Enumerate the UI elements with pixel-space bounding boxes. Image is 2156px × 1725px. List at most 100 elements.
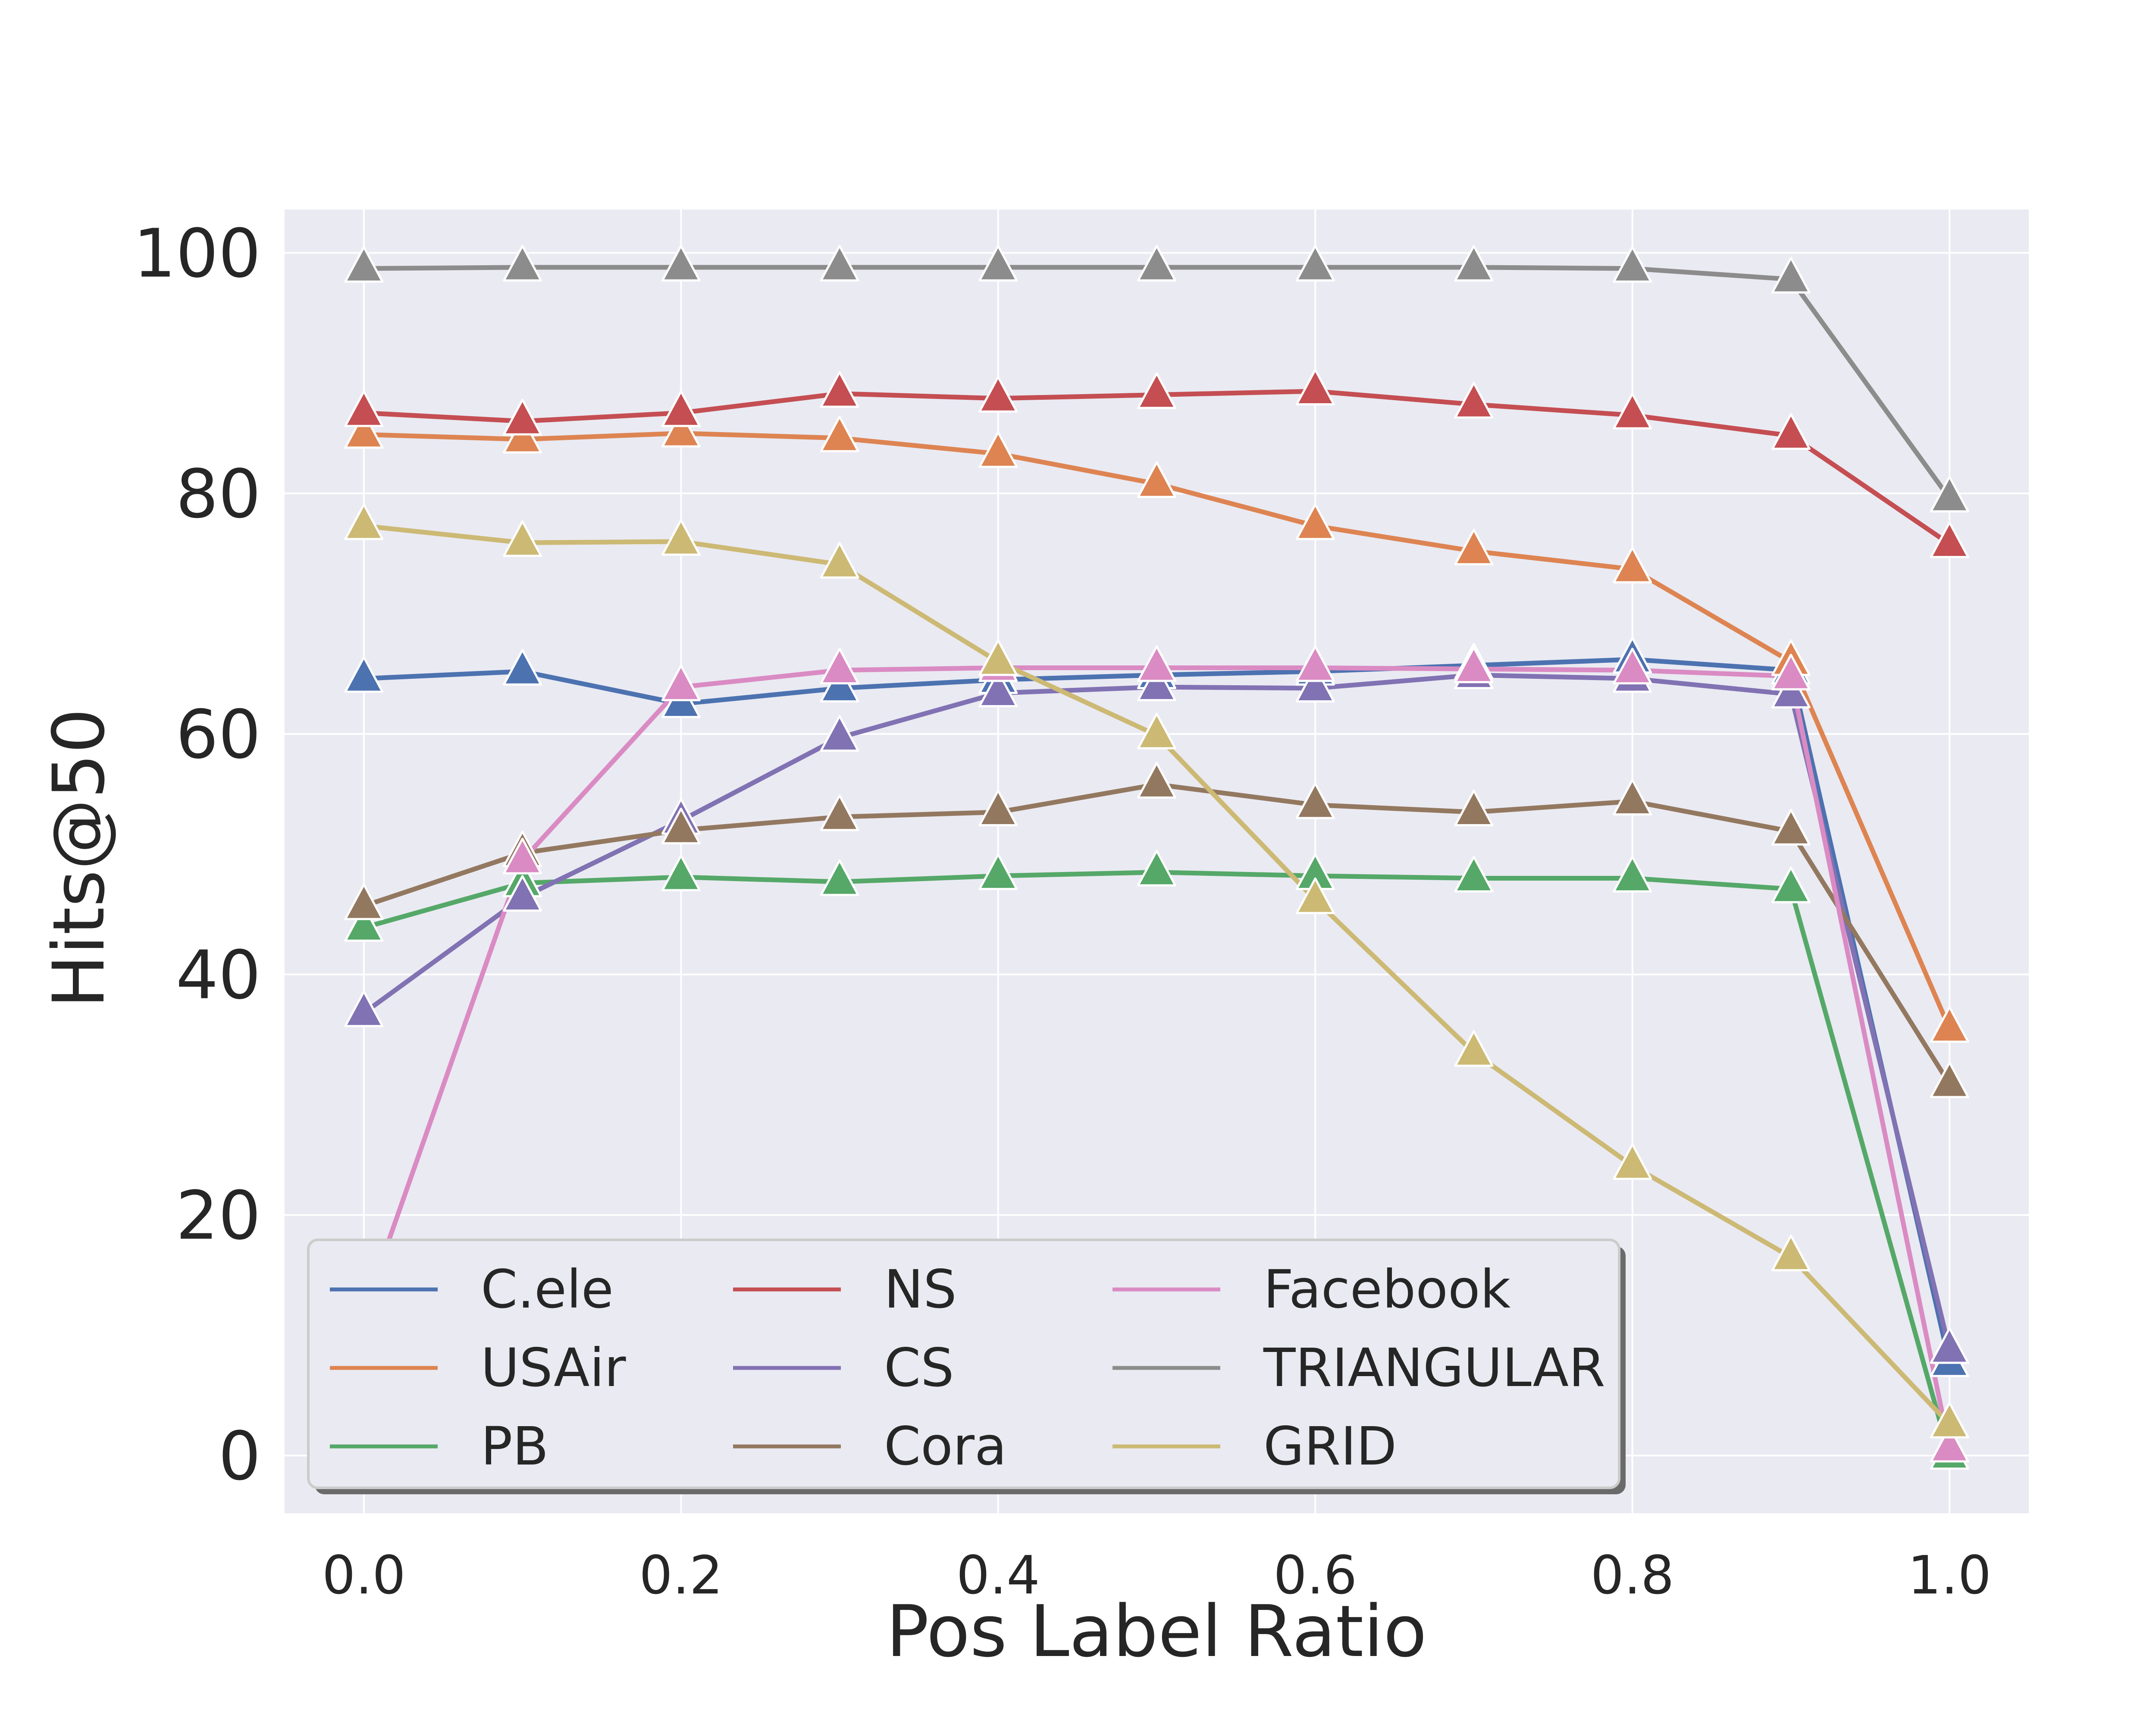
marker-cora	[1295, 782, 1335, 819]
marker-grid	[503, 520, 542, 557]
marker-facebook	[1771, 653, 1811, 690]
y-tick-label: 100	[133, 214, 261, 292]
y-tick-label: 20	[176, 1176, 261, 1255]
marker-cora	[1454, 790, 1494, 827]
marker-usair	[820, 415, 859, 452]
marker-ns	[1454, 382, 1494, 419]
marker-triangular	[978, 245, 1018, 282]
marker-triangular	[1613, 246, 1652, 283]
legend-box	[307, 1239, 1620, 1489]
y-tick-labels: 0 20 40 60 80 100	[133, 214, 261, 1495]
marker-usair	[978, 431, 1018, 468]
marker-grid	[1295, 877, 1335, 914]
marker-ns	[1613, 392, 1652, 430]
marker-usair	[661, 411, 701, 448]
marker-facebook	[820, 647, 859, 684]
y-tick-label: 80	[176, 455, 261, 533]
marker-facebook	[1295, 645, 1335, 682]
marker-triangular	[1137, 245, 1176, 282]
legend-label-triangular: TRIANGULAR	[1263, 1337, 1605, 1399]
marker-usair	[1930, 1006, 1969, 1043]
marker-grid	[344, 503, 384, 540]
marker-ns	[503, 398, 542, 436]
marker-pb	[344, 905, 384, 942]
marker-triangular	[1454, 245, 1494, 282]
marker-usair	[1454, 528, 1494, 565]
legend-label-pb: PB	[481, 1416, 548, 1477]
x-tick-label: 0.0	[322, 1545, 406, 1606]
legend-items: C.ele USAir PB NS CS Cora Facebook TRIANGULAR GR…	[330, 1259, 1605, 1477]
marker-usair	[1137, 461, 1176, 498]
marker-pb	[1771, 866, 1811, 903]
marker-cora	[978, 790, 1018, 827]
marker-ns	[978, 376, 1018, 413]
marker-triangular	[344, 246, 384, 283]
marker-usair	[1295, 503, 1335, 540]
x-tick-label: 0.6	[1273, 1545, 1357, 1606]
marker-ns	[661, 390, 701, 427]
marker-grid	[1454, 1030, 1494, 1067]
marker-grid	[1613, 1143, 1652, 1180]
marker-cs	[1930, 1327, 1969, 1364]
legend-label-usair: USAir	[481, 1337, 626, 1399]
marker-ns	[1137, 372, 1176, 409]
marker-facebook	[1930, 1426, 1969, 1463]
marker-triangular	[503, 245, 542, 282]
marker-facebook	[503, 837, 542, 875]
marker-grid	[820, 542, 859, 579]
marker-cs	[1137, 665, 1176, 702]
marker-cora	[661, 807, 701, 844]
x-tick-labels: 0.0 0.2 0.4 0.6 0.8 1.0	[322, 1545, 1991, 1606]
marker-pb	[1454, 856, 1494, 893]
marker-ns	[1930, 521, 1969, 558]
x-axis-label: Pos Label Ratio	[886, 1590, 1427, 1673]
marker-grid	[1771, 1234, 1811, 1271]
marker-ns	[1295, 369, 1335, 406]
marker-cora	[1930, 1061, 1969, 1098]
y-tick-label: 40	[176, 936, 261, 1014]
marker-ns	[344, 390, 384, 427]
marker-triangular	[1295, 245, 1335, 282]
legend-label-cora: Cora	[884, 1416, 1007, 1477]
marker-ns	[820, 371, 859, 408]
marker-cs	[820, 715, 859, 752]
marker-cs	[1295, 665, 1335, 703]
marker-facebook	[1137, 645, 1176, 682]
marker-usair	[1613, 546, 1652, 583]
marker-grid	[978, 639, 1018, 676]
marker-triangular	[1930, 476, 1969, 513]
marker-grid	[1930, 1402, 1969, 1439]
series-markers	[344, 245, 1969, 1470]
x-tick-label: 1.0	[1908, 1545, 1991, 1606]
marker-cs	[978, 670, 1018, 707]
marker-pb	[978, 853, 1018, 890]
marker-cora	[820, 794, 859, 831]
marker-triangular	[661, 245, 701, 282]
legend-label-ns: NS	[884, 1259, 957, 1320]
marker-pb	[820, 859, 859, 896]
marker-c-ele	[344, 656, 384, 693]
y-tick-label: 0	[218, 1417, 261, 1495]
marker-cora	[1137, 762, 1176, 799]
marker-pb	[1613, 856, 1652, 893]
marker-usair	[344, 412, 384, 449]
legend-label-cs: CS	[884, 1337, 954, 1399]
marker-ns	[1771, 413, 1811, 450]
x-tick-label: 0.2	[639, 1545, 723, 1606]
x-tick-label: 0.8	[1591, 1545, 1674, 1606]
legend: C.ele USAir PB NS CS Cora Facebook TRIANGULAR GR…	[307, 1239, 1626, 1494]
marker-c-ele	[503, 649, 542, 686]
marker-facebook	[661, 665, 701, 702]
marker-pb	[1137, 850, 1176, 887]
marker-facebook	[1454, 646, 1494, 684]
marker-cs	[344, 990, 384, 1027]
y-tick-label: 60	[176, 696, 261, 774]
legend-label-grid: GRID	[1263, 1416, 1397, 1477]
marker-cora	[344, 883, 384, 920]
marker-cs	[503, 875, 542, 912]
marker-facebook	[1613, 647, 1652, 684]
marker-cora	[1771, 809, 1811, 846]
marker-grid	[661, 519, 701, 556]
marker-pb	[661, 854, 701, 891]
